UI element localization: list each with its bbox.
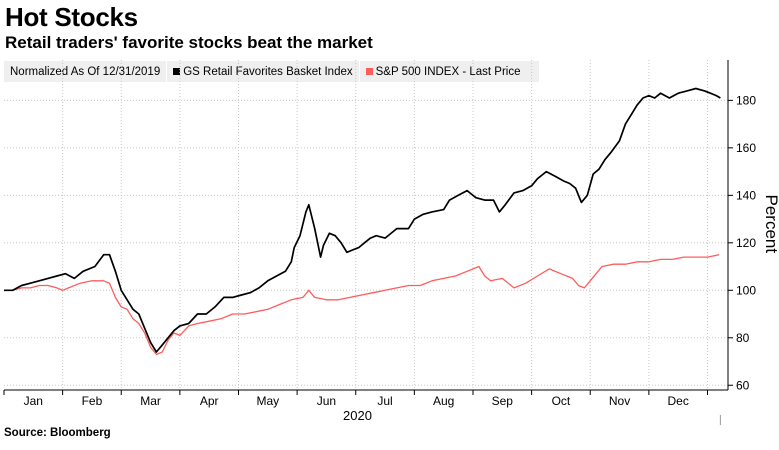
x-tick-label: Mar (140, 394, 161, 408)
chart-title: Hot Stocks (5, 2, 138, 32)
legend-item-sp500: S&P 500 INDEX - Last Price (365, 65, 521, 78)
y-tick-label: 80 (736, 331, 750, 345)
y-tick-label: 60 (736, 378, 750, 392)
x-tick-label: Jun (317, 394, 336, 408)
y-tick-label: 120 (736, 236, 756, 250)
x-tick-label: Jul (377, 394, 392, 408)
y-tick-label: 140 (736, 188, 756, 202)
y-tick-label: 160 (736, 141, 756, 155)
x-tick-label: Oct (552, 394, 571, 408)
legend-label-retail-basket: GS Retail Favorites Basket Index (183, 65, 353, 78)
x-tick-label: Apr (200, 394, 219, 408)
x-tick-label: Feb (82, 394, 103, 408)
y-tick-label: 100 (736, 283, 756, 297)
legend-divider (358, 61, 360, 82)
legend-bar: Normalized As Of 12/31/2019 GS Retail Fa… (4, 61, 539, 82)
x-tick-label: Aug (433, 394, 454, 408)
source-note: Source: Bloomberg (4, 427, 111, 439)
legend-swatch-sp500 (365, 68, 373, 75)
legend-swatch-retail-basket (173, 68, 181, 75)
legend-label-sp500: S&P 500 INDEX - Last Price (375, 65, 521, 78)
series-line-sp500 (4, 254, 720, 356)
series-lines (4, 87, 721, 356)
legend-note: Normalized As Of 12/31/2019 (10, 65, 161, 78)
y-tick-label: 180 (736, 93, 756, 107)
legend-divider (166, 61, 168, 82)
legend-item-retail-basket: GS Retail Favorites Basket Index (173, 65, 353, 78)
x-tick-label: Nov (609, 394, 630, 408)
series-line-retail-basket (4, 87, 721, 353)
x-tick-label: Dec (667, 394, 688, 408)
x-axis-year-label: 2020 (343, 408, 372, 423)
chart-subtitle: Retail traders' favorite stocks beat the… (5, 33, 373, 52)
x-tick-label: May (256, 394, 279, 408)
x-tick-label: Sep (492, 394, 514, 408)
axes: 60 80 100 120 140 160 180 Jan Feb Mar Apr May Jun Jul… (3, 60, 779, 425)
gridlines (4, 60, 728, 390)
y-axis-title: Percent (762, 195, 779, 254)
x-tick-label: Jan (24, 394, 43, 408)
